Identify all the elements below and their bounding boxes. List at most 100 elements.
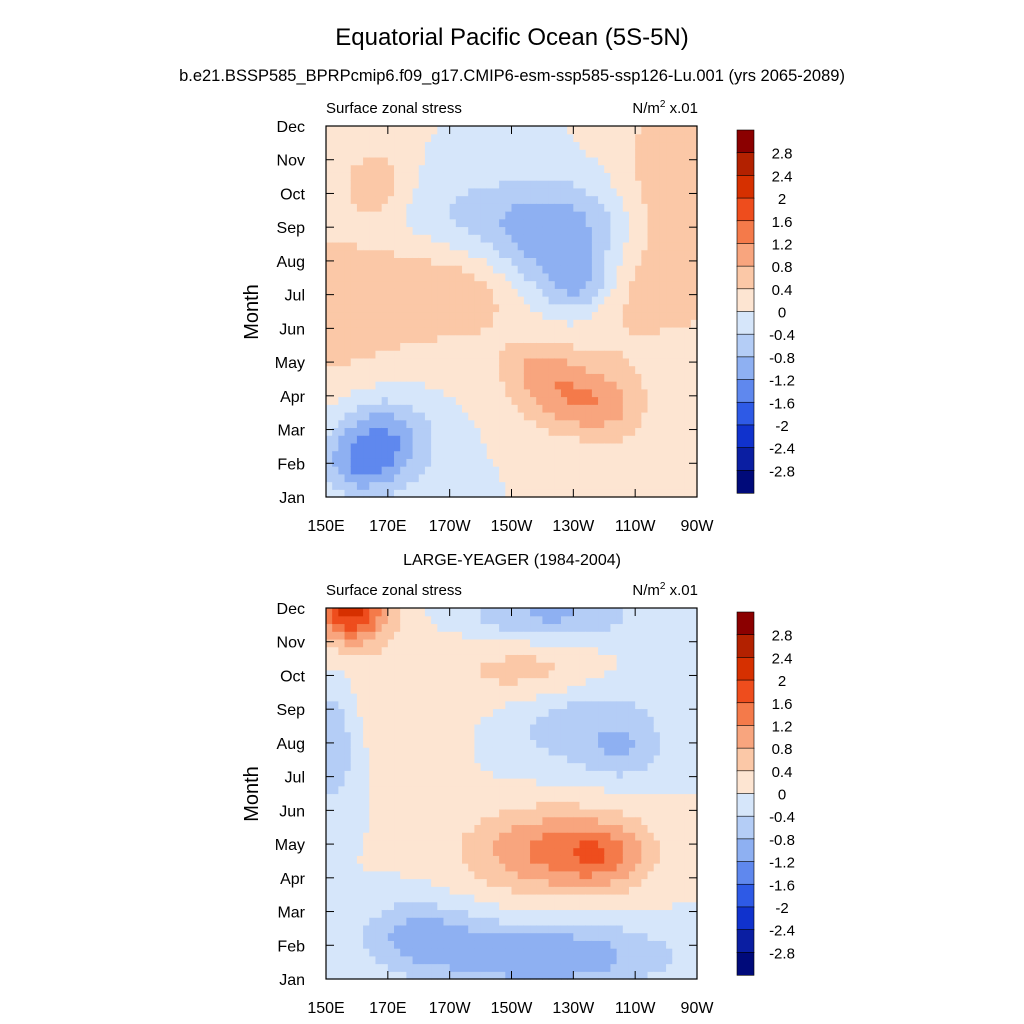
field-cell [560, 669, 568, 679]
field-cell [381, 646, 389, 655]
field-cell [412, 778, 420, 787]
field-cell [443, 180, 451, 189]
field-cell [579, 778, 587, 787]
field-cell [332, 615, 339, 625]
field-cell [585, 357, 593, 367]
field-cell [492, 754, 500, 764]
field-cell [437, 164, 445, 173]
field-cell [338, 481, 346, 490]
field-cell [381, 133, 389, 143]
field-cell [350, 419, 358, 429]
field-cell [412, 669, 420, 679]
field-cell [499, 901, 506, 911]
field-cell [480, 435, 488, 444]
field-cell [431, 211, 438, 220]
field-cell [492, 893, 500, 903]
field-cell [542, 473, 550, 483]
field-cell [443, 693, 451, 702]
field-cell [332, 350, 339, 359]
field-cell [616, 164, 624, 173]
field-cell [672, 133, 680, 143]
field-cell [542, 716, 550, 725]
field-cell [548, 839, 556, 849]
field-cell [548, 373, 556, 382]
field-cell [567, 955, 574, 965]
field-cell [449, 435, 457, 444]
subtitle: b.e21.BSSP585_BPRPcmip6.f09_g17.CMIP6-es… [179, 67, 845, 85]
field-cell [530, 832, 537, 841]
field-cell [628, 149, 636, 158]
field-cell [536, 785, 544, 795]
field-cell [548, 156, 556, 166]
field-cell [554, 141, 562, 150]
field-cell [387, 419, 395, 429]
field-cell [523, 311, 531, 320]
field-cell [635, 404, 642, 413]
field-cell [647, 404, 655, 413]
field-cell [492, 296, 500, 305]
field-cell [443, 435, 451, 444]
field-cell [579, 808, 587, 818]
field-cell [604, 342, 612, 351]
field-cell [449, 677, 457, 686]
field-cell [486, 863, 494, 872]
field-cell [424, 693, 432, 702]
field-cell [635, 473, 642, 483]
field-cell [338, 608, 346, 617]
field-cell [424, 700, 432, 710]
field-cell [437, 824, 445, 833]
field-cell [610, 149, 618, 158]
field-cell [375, 808, 383, 818]
field-cell [598, 342, 605, 351]
field-cell [474, 685, 482, 694]
field-cell [455, 700, 463, 710]
field-cell [486, 365, 494, 374]
field-cell [536, 435, 544, 444]
field-cell [517, 762, 525, 771]
field-cell [412, 265, 420, 274]
field-cell [406, 234, 414, 243]
field-cell [462, 824, 469, 833]
field-cell [375, 411, 383, 421]
field-cell [418, 762, 426, 771]
field-cell [387, 458, 395, 467]
field-cell [579, 473, 587, 483]
field-cell [499, 334, 506, 344]
field-cell [567, 427, 574, 436]
field-cell [517, 886, 525, 895]
field-cell [548, 265, 556, 274]
field-cell [394, 878, 401, 887]
field-cell [338, 373, 346, 382]
field-cell [672, 419, 680, 429]
field-cell [418, 700, 426, 710]
field-cell [356, 608, 364, 617]
field-cell [492, 955, 500, 965]
field-cell [530, 156, 537, 166]
field-cell [338, 631, 346, 640]
field-cell [684, 373, 692, 382]
field-cell [536, 832, 544, 841]
field-cell [356, 917, 364, 926]
field-cell [338, 319, 346, 328]
field-cell [499, 832, 506, 841]
field-cell [672, 226, 680, 235]
field-cell [431, 218, 438, 228]
field-cell [369, 427, 377, 436]
field-cell [350, 793, 358, 802]
field-cell [604, 388, 612, 398]
field-cell [387, 886, 395, 895]
field-cell [492, 489, 500, 498]
field-cell [443, 615, 451, 625]
field-cell [486, 280, 494, 289]
field-cell [523, 133, 531, 143]
field-cell [604, 458, 612, 467]
field-cell [486, 473, 494, 483]
field-cell [338, 646, 346, 655]
field-cell [449, 458, 457, 467]
xtick-label: 150W [491, 518, 534, 535]
field-cell [511, 662, 519, 671]
field-cell [332, 149, 339, 158]
field-cell [369, 662, 377, 671]
field-cell [431, 473, 438, 483]
field-cell [480, 466, 488, 475]
